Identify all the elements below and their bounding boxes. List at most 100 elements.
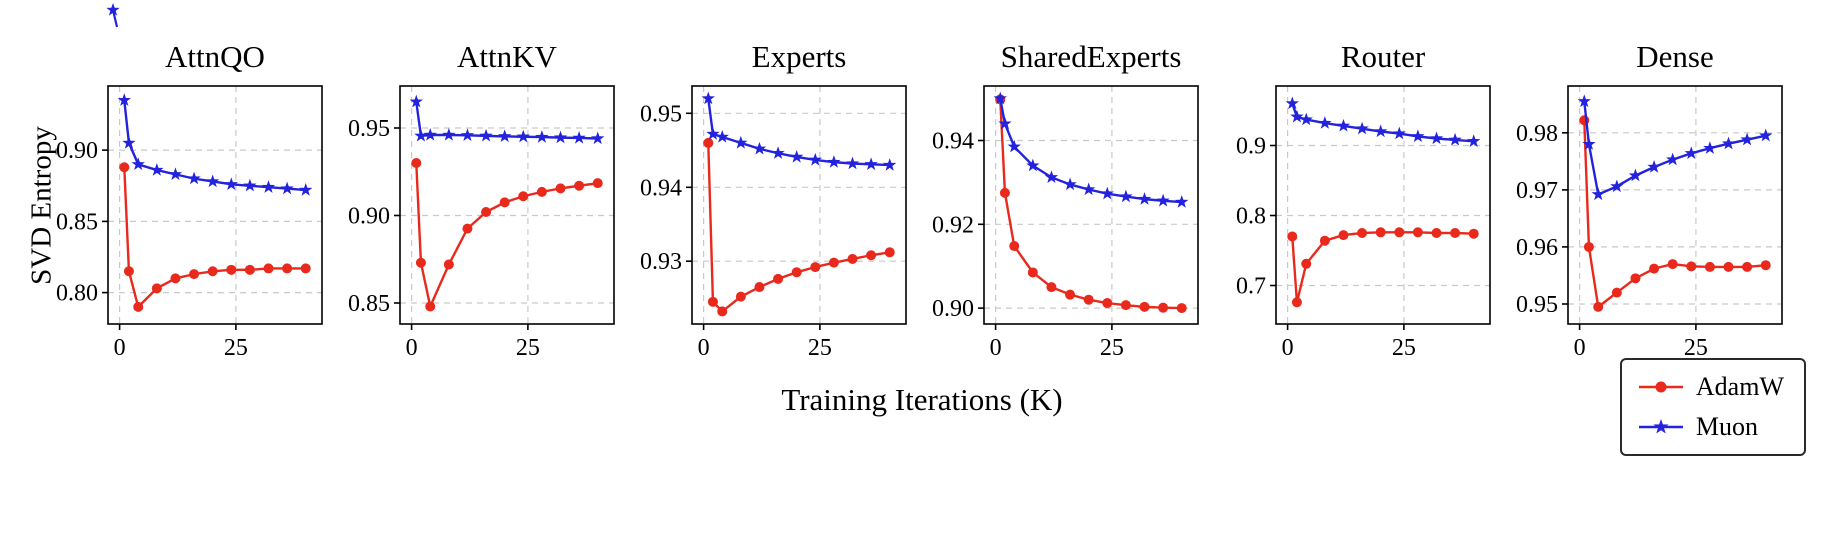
- x-tick-label: 0: [698, 335, 710, 361]
- series-line-adamw: [707, 142, 890, 314]
- marker-adamw: [1102, 298, 1113, 309]
- y-tick-label: 0.8: [1236, 204, 1266, 230]
- marker-muon: [883, 158, 897, 171]
- marker-muon: [261, 180, 276, 193]
- marker-muon: [1411, 129, 1425, 143]
- legend-item-muon: Muon: [1636, 412, 1784, 442]
- marker-muon: [168, 167, 183, 181]
- x-tick-label: 25: [516, 335, 540, 361]
- marker-adamw: [828, 257, 839, 268]
- marker-adamw: [717, 306, 728, 317]
- plot-frame: [983, 85, 1199, 325]
- series-line-adamw: [999, 99, 1182, 310]
- marker-muon: [864, 157, 878, 171]
- series-line-adamw: [415, 162, 598, 311]
- y-tick-label: 0.95: [1516, 292, 1558, 318]
- marker-muon: [993, 91, 1007, 105]
- marker-adamw: [499, 197, 510, 208]
- marker-adamw: [810, 262, 821, 273]
- chart-title: Router: [1341, 39, 1426, 74]
- marker-adamw: [1412, 227, 1423, 238]
- marker-muon: [122, 136, 136, 149]
- x-tick-label: 0: [114, 335, 126, 361]
- marker-muon: [1591, 187, 1605, 201]
- marker-adamw: [1667, 259, 1678, 270]
- subplot-attnqo: 0 25 0.80 0.85 0.90 AttnQO: [46, 36, 338, 372]
- legend-label: AdamW: [1695, 372, 1784, 401]
- legend-marker-muon: [1638, 419, 1683, 434]
- marker-adamw: [282, 263, 293, 274]
- marker-adamw: [1287, 231, 1298, 242]
- marker-adamw: [415, 257, 426, 268]
- marker-muon: [1759, 128, 1773, 142]
- x-tick-label: 0: [990, 335, 1002, 361]
- subplot-dense: 0 25 0.95 0.96 0.97 0.98 Dense: [1506, 36, 1798, 372]
- marker-muon: [299, 183, 313, 196]
- marker-adamw: [1686, 261, 1697, 272]
- marker-adamw: [1319, 235, 1330, 246]
- plot-frame: [691, 85, 907, 325]
- marker-adamw: [866, 250, 877, 261]
- marker-adamw: [1583, 241, 1594, 252]
- marker-adamw: [1649, 263, 1660, 274]
- marker-muon: [1044, 170, 1059, 184]
- x-tick-label: 0: [1282, 335, 1294, 361]
- marker-adamw: [1630, 273, 1641, 284]
- marker-muon: [117, 93, 131, 106]
- marker-adamw: [119, 162, 130, 173]
- marker-muon: [150, 163, 164, 176]
- y-tick-label: 0.93: [640, 249, 682, 275]
- marker-muon: [1026, 158, 1040, 172]
- marker-adamw: [574, 180, 585, 191]
- marker-adamw: [462, 223, 473, 234]
- y-tick-label: 0.94: [932, 129, 974, 155]
- marker-muon: [752, 141, 767, 155]
- marker-muon: [479, 128, 493, 142]
- marker-muon: [1336, 118, 1351, 132]
- chart-dense: 0 25 0.95 0.96 0.97 0.98 Dense: [1516, 39, 1783, 361]
- marker-muon: [1429, 131, 1444, 145]
- marker-adamw: [1450, 228, 1461, 238]
- marker-muon: [1355, 121, 1369, 135]
- marker-adamw: [791, 267, 802, 278]
- marker-adamw: [411, 158, 422, 168]
- y-tick-label: 0.92: [932, 212, 974, 238]
- y-tick-label: 0.95: [348, 116, 390, 142]
- x-tick-label: 25: [224, 335, 248, 361]
- y-tick-label: 0.97: [1516, 178, 1558, 204]
- subplot-experts: 0 25 0.93 0.94 0.95 Experts: [630, 36, 922, 372]
- marker-adamw: [1065, 289, 1076, 300]
- marker-adamw: [884, 247, 895, 258]
- marker-adamw: [847, 253, 858, 264]
- marker-muon: [1100, 186, 1114, 200]
- marker-muon: [1467, 134, 1481, 147]
- marker-adamw: [1375, 227, 1386, 238]
- marker-adamw: [1120, 300, 1131, 311]
- marker-adamw: [151, 283, 162, 294]
- y-tick-label: 0.96: [1516, 235, 1558, 261]
- marker-muon: [701, 91, 715, 105]
- marker-adamw: [133, 301, 144, 312]
- series-line-adamw: [1583, 120, 1766, 310]
- marker-muon: [460, 128, 475, 142]
- marker-muon: [1721, 136, 1736, 150]
- marker-muon: [409, 94, 423, 108]
- legend: AdamW Muon: [1619, 358, 1806, 456]
- legend-marker-adamw: [1638, 381, 1683, 393]
- chart-attnkv: 0 25 0.85 0.90 0.95 AttnKV: [348, 39, 615, 361]
- y-tick-label: 0.80: [56, 281, 98, 307]
- marker-muon: [1577, 94, 1591, 108]
- chart-title: Experts: [752, 39, 847, 74]
- y-tick-label: 0.90: [348, 204, 390, 230]
- marker-muon: [1299, 112, 1313, 126]
- marker-muon: [1063, 177, 1077, 191]
- marker-muon: [414, 128, 428, 142]
- chart-title: SharedExperts: [1001, 39, 1182, 74]
- marker-adamw: [1431, 228, 1442, 238]
- y-tick-label: 0.94: [640, 175, 682, 201]
- marker-adamw: [170, 273, 181, 284]
- y-tick-label: 0.85: [56, 209, 98, 235]
- marker-muon: [1082, 182, 1096, 196]
- subplot-attnkv: 0 25 0.85 0.90 0.95 AttnKV: [338, 36, 630, 372]
- marker-muon: [280, 181, 294, 195]
